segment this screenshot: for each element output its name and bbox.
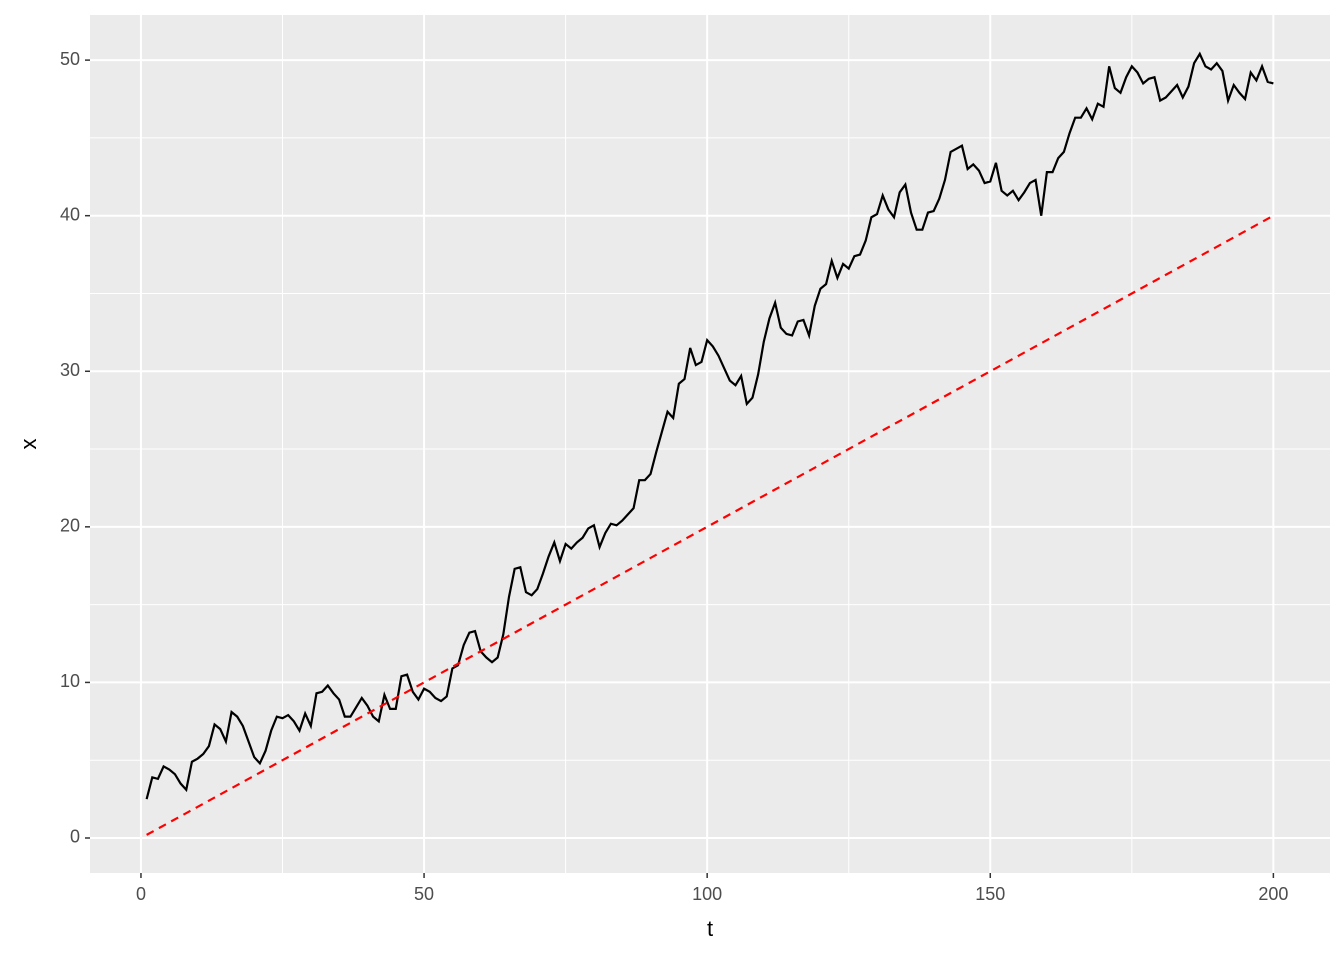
plot-panel bbox=[90, 15, 1330, 873]
data-line bbox=[145, 51, 1274, 800]
y-tick-label: 50 bbox=[60, 49, 80, 69]
y-tick-label: 20 bbox=[60, 516, 80, 536]
y-axis-title: x bbox=[16, 439, 41, 450]
y-tick-label: 10 bbox=[60, 671, 80, 691]
x-tick-label: 100 bbox=[692, 884, 722, 904]
x-tick-label: 200 bbox=[1258, 884, 1288, 904]
data-line bbox=[146, 214, 1274, 836]
y-tick-label: 40 bbox=[60, 204, 80, 224]
y-tick-label: 30 bbox=[60, 360, 80, 380]
x-tick-label: 0 bbox=[136, 884, 146, 904]
x-tick-label: 50 bbox=[414, 884, 434, 904]
x-tick-label: 150 bbox=[975, 884, 1005, 904]
y-tick-label: 0 bbox=[70, 827, 80, 847]
x-axis-title: t bbox=[707, 916, 713, 941]
